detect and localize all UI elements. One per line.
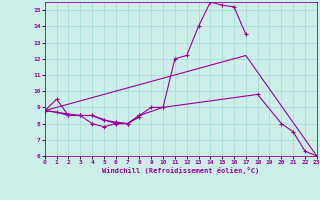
X-axis label: Windchill (Refroidissement éolien,°C): Windchill (Refroidissement éolien,°C): [102, 167, 260, 174]
